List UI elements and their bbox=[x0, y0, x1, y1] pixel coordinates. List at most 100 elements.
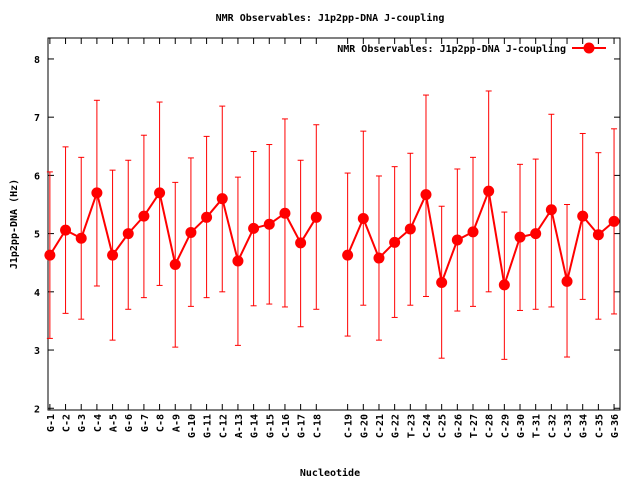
data-point bbox=[201, 211, 213, 223]
data-point bbox=[91, 187, 103, 199]
data-point bbox=[154, 187, 166, 199]
data-point bbox=[608, 215, 620, 227]
x-tick-label: C-19 bbox=[344, 414, 355, 438]
y-tick-label: 6 bbox=[34, 171, 40, 182]
x-tick-label: G-22 bbox=[391, 414, 402, 438]
data-point bbox=[451, 234, 463, 246]
data-point bbox=[545, 204, 557, 216]
x-tick-label: C-29 bbox=[500, 414, 511, 438]
line-segment bbox=[487, 190, 506, 286]
line-segment bbox=[503, 236, 521, 286]
data-point bbox=[263, 218, 275, 230]
x-tick-label: C-2 bbox=[62, 414, 73, 432]
line-segment bbox=[221, 198, 239, 262]
x-tick-label: T-31 bbox=[532, 414, 543, 438]
data-point bbox=[138, 210, 150, 222]
x-tick-label: C-21 bbox=[375, 414, 386, 438]
data-point bbox=[216, 193, 228, 205]
data-points bbox=[44, 185, 620, 291]
x-tick-label: G-20 bbox=[359, 414, 370, 438]
x-tick-label: G-26 bbox=[453, 414, 464, 438]
data-point bbox=[44, 249, 56, 261]
data-point bbox=[107, 249, 119, 261]
x-tick-label: G-11 bbox=[203, 414, 214, 438]
y-axis-label: J1p2pp-DNA (Hz) bbox=[9, 179, 20, 269]
x-tick-label: C-28 bbox=[485, 414, 496, 438]
line-segment bbox=[409, 194, 427, 230]
x-tick-label: C-18 bbox=[312, 414, 323, 438]
x-tick-label: C-4 bbox=[93, 414, 104, 432]
x-tick-label: G-30 bbox=[516, 414, 527, 438]
data-point bbox=[248, 222, 260, 234]
data-point bbox=[561, 275, 573, 287]
data-point bbox=[342, 249, 354, 261]
line-segment bbox=[158, 192, 177, 265]
line-segment bbox=[550, 209, 569, 282]
line-segment bbox=[80, 192, 98, 239]
data-point bbox=[279, 207, 291, 219]
x-tick-label: T-23 bbox=[406, 414, 417, 438]
x-tick-label: C-35 bbox=[594, 414, 605, 438]
x-tick-label: C-12 bbox=[218, 414, 229, 438]
x-tick-label: G-3 bbox=[77, 414, 88, 432]
data-point bbox=[404, 223, 416, 235]
line-segment bbox=[95, 192, 114, 256]
data-point bbox=[357, 212, 369, 224]
data-point bbox=[467, 226, 479, 238]
line-segment bbox=[362, 218, 380, 259]
data-point bbox=[75, 232, 87, 244]
x-tick-label: A-5 bbox=[109, 414, 120, 432]
line-segment bbox=[425, 194, 443, 283]
data-point bbox=[310, 211, 322, 223]
x-tick-label: G-15 bbox=[265, 414, 276, 438]
legend-label: NMR Observables: J1p2pp-DNA J-coupling bbox=[337, 43, 566, 55]
legend: NMR Observables: J1p2pp-DNA J-coupling bbox=[337, 42, 606, 55]
data-point bbox=[592, 229, 604, 241]
x-tick-label: C-16 bbox=[281, 414, 292, 438]
data-point bbox=[185, 226, 197, 238]
x-tick-label: G-14 bbox=[250, 414, 261, 438]
data-point bbox=[577, 210, 589, 222]
legend-marker bbox=[583, 42, 595, 54]
x-tick-label: G-17 bbox=[297, 414, 308, 438]
x-tick-label: T-27 bbox=[469, 414, 480, 438]
y-tick-label: 2 bbox=[34, 404, 40, 415]
data-point bbox=[122, 228, 134, 240]
x-tick-label: G-1 bbox=[46, 414, 57, 432]
line-segment bbox=[346, 218, 365, 256]
line-segment bbox=[237, 227, 255, 262]
line-segment bbox=[284, 212, 302, 244]
line-segment bbox=[174, 232, 192, 265]
x-tick-label: A-13 bbox=[234, 414, 245, 438]
x-tick-label: G-36 bbox=[610, 414, 621, 438]
x-tick-label: G-6 bbox=[124, 414, 135, 432]
data-point bbox=[169, 258, 181, 270]
x-axis-label: Nucleotide bbox=[300, 467, 360, 479]
x-tick-label: C-33 bbox=[563, 414, 574, 438]
line-segment bbox=[440, 239, 459, 283]
data-point bbox=[498, 279, 510, 291]
y-tick-label: 3 bbox=[34, 346, 40, 357]
x-tick-label: A-9 bbox=[171, 414, 182, 432]
x-tick-label: C-25 bbox=[438, 414, 449, 438]
data-point bbox=[514, 231, 526, 243]
data-point bbox=[60, 224, 72, 236]
data-point bbox=[373, 252, 385, 264]
x-tick-label: C-8 bbox=[156, 414, 167, 432]
x-tick-label: C-24 bbox=[422, 414, 433, 438]
x-tick-label: C-32 bbox=[547, 414, 558, 438]
data-point bbox=[232, 255, 244, 267]
data-point bbox=[389, 236, 401, 248]
data-point bbox=[530, 228, 542, 240]
x-tick-label: G-34 bbox=[579, 414, 590, 438]
axes: 2 3 4 5 6 7 8 G-1 C-2 G-3 C-4 A-5 G-6 G-7 C-8 A-9 G-10 G-… bbox=[34, 37, 621, 438]
plot-border bbox=[47, 37, 621, 411]
y-tick-label: 4 bbox=[34, 288, 40, 299]
data-point bbox=[420, 189, 432, 201]
x-tick-label: G-7 bbox=[140, 414, 151, 432]
x-tick-label: G-10 bbox=[187, 414, 198, 438]
data-point bbox=[295, 237, 307, 249]
data-point bbox=[483, 185, 495, 197]
chart-title: NMR Observables: J1p2pp-DNA J-coupling bbox=[216, 12, 445, 24]
